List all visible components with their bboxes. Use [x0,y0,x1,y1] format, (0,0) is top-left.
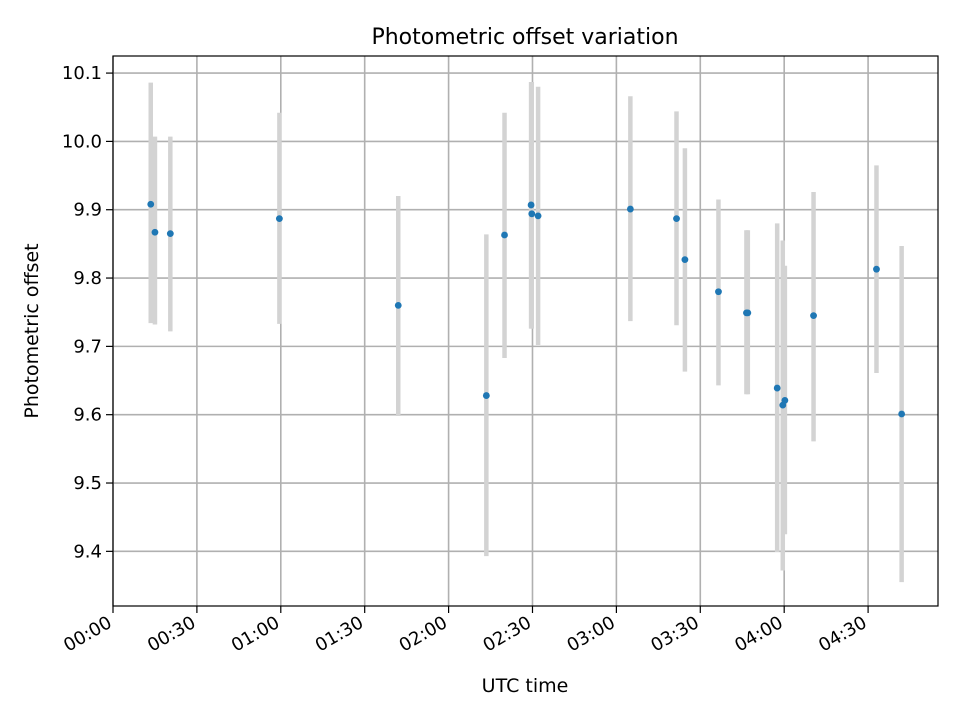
chart-title: Photometric offset variation [371,25,678,50]
data-point [810,312,817,320]
data-point [898,410,906,418]
data-point [773,384,781,392]
data-point [527,201,535,209]
data-point [673,215,680,223]
data-point [147,200,155,208]
data-point [681,256,689,264]
data-point [715,288,722,296]
data-point [744,309,752,317]
data-point [394,301,402,309]
data-point [781,396,789,404]
y-axis-label: Photometric offset [21,243,43,418]
data-point [501,231,508,239]
y-tick-label: 10.0 [62,131,102,152]
y-tick-label: 9.6 [73,405,102,426]
data-point [275,215,283,223]
point-layer [147,200,906,418]
data-point [151,228,159,236]
data-point [482,392,490,399]
y-tick-label: 9.5 [73,473,102,494]
y-tick-label: 9.7 [73,336,102,357]
y-tick-label: 9.9 [73,200,102,221]
data-point [873,265,880,273]
y-tick-label: 9.4 [73,541,102,562]
plot-frame [112,55,939,607]
data-point [528,210,536,218]
data-point [626,205,634,213]
x-axis-label: UTC time [482,675,569,697]
y-tick-label: 9.8 [73,268,102,289]
data-point [166,230,174,238]
data-point [534,212,542,220]
y-tick-label: 10.1 [62,63,102,84]
